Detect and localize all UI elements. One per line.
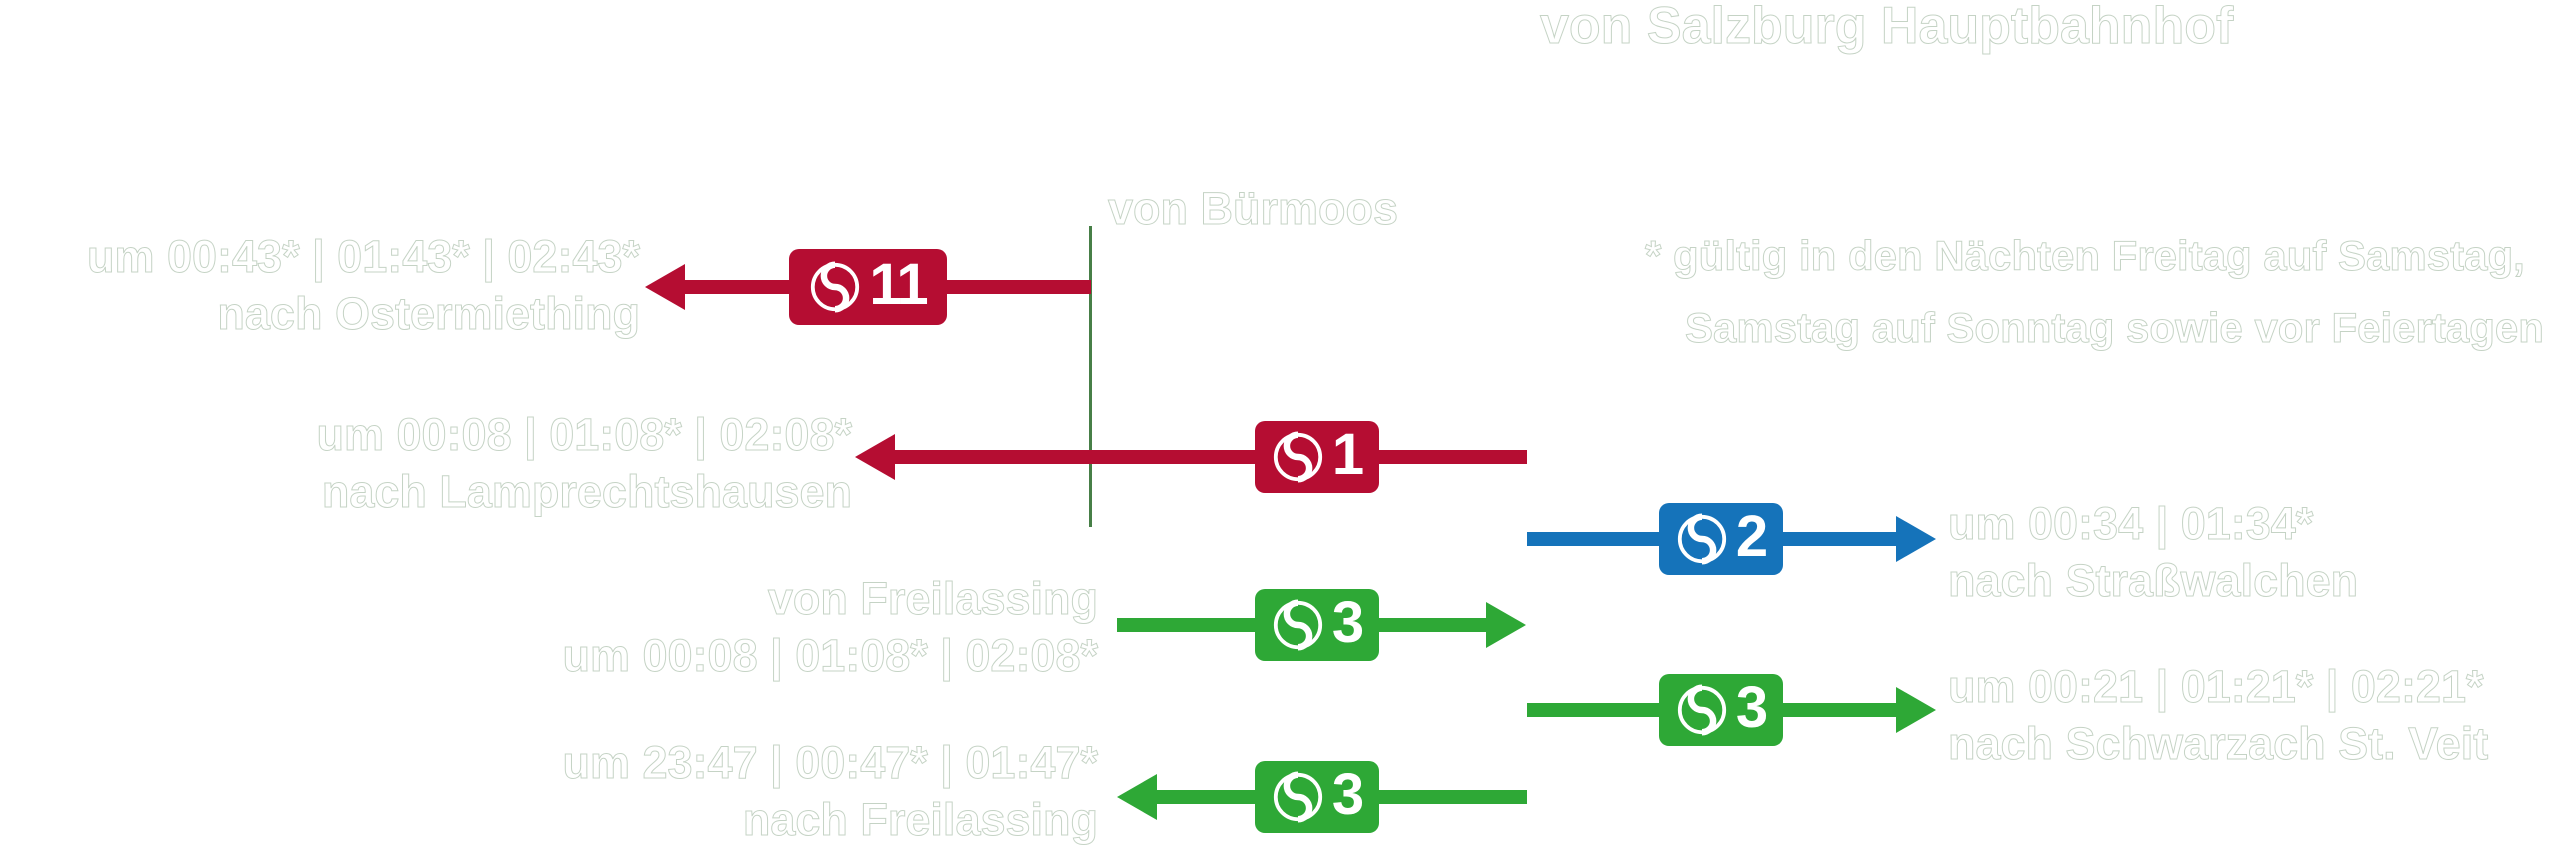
s3-from-freilassing-arrow-head (1486, 602, 1526, 648)
s11-destination: nach Ostermiething (217, 288, 641, 340)
s1-label: um 00:08 | 01:08* | 02:08* nach Lamprech… (316, 406, 852, 520)
s3-from-freilassing-badge: 3 (1255, 589, 1379, 661)
s11-badge-number: 11 (869, 252, 928, 317)
s1-badge-number: 1 (1331, 422, 1364, 487)
s3-schwarzach-arrow-head (1896, 687, 1936, 733)
sbahn-logo-icon (1677, 513, 1726, 565)
s1-badge: 1 (1255, 421, 1379, 493)
s2-badge-number: 2 (1735, 504, 1768, 569)
page-title: von Salzburg Hauptbahnhof (1539, 0, 2234, 55)
s3-schwarzach-badge-number: 3 (1735, 675, 1768, 740)
s3-schwarzach-badge: 3 (1659, 674, 1783, 746)
s2-times: um 00:34 | 01:34* (1947, 498, 2314, 550)
branch-line (1089, 226, 1092, 527)
s1-times: um 00:08 | 01:08* | 02:08* (316, 409, 852, 461)
s1-arrow-head (855, 434, 895, 480)
validity-note-line2: Samstag auf Sonntag sowie vor Feiertagen (1685, 304, 2545, 352)
s3-freilassing-label: um 23:47 | 00:47* | 01:47* nach Freilass… (562, 734, 1098, 848)
branch-label-von-buermoos: von Bürmoos (1107, 183, 1399, 235)
s3-from-freilassing-label: von Freilassing um 00:08 | 01:08* | 02:0… (562, 570, 1098, 684)
s2-arrow-head (1896, 516, 1936, 562)
validity-note-line1: * gültig in den Nächten Freitag auf Sams… (1645, 232, 2526, 280)
sbahn-logo-icon (1273, 771, 1322, 823)
s3-freilassing-badge-number: 3 (1331, 762, 1364, 827)
s2-badge: 2 (1659, 503, 1783, 575)
s11-label: um 00:43* | 01:43* | 02:43* nach Ostermi… (86, 228, 641, 342)
s3-schwarzach-label: um 00:21 | 01:21* | 02:21* nach Schwarza… (1947, 658, 2489, 772)
sbahn-logo-icon (1273, 599, 1322, 651)
s3-freilassing-destination: nach Freilassing (742, 794, 1098, 846)
s1-arrow-line (893, 450, 1527, 464)
s3-freilassing-badge: 3 (1255, 761, 1379, 833)
s3-from-freilassing-badge-number: 3 (1331, 590, 1364, 655)
sbahn-logo-icon (811, 261, 860, 313)
s3-schwarzach-times: um 00:21 | 01:21* | 02:21* (1947, 661, 2484, 713)
s2-destination: nach Straßwalchen (1947, 555, 2359, 607)
s11-arrow-head (645, 264, 685, 310)
sbahn-logo-icon (1273, 431, 1322, 483)
s3-from-freilassing-origin: von Freilassing (767, 573, 1098, 625)
s3-schwarzach-destination: nach Schwarzach St. Veit (1947, 718, 2489, 770)
s2-label: um 00:34 | 01:34* nach Straßwalchen (1947, 495, 2359, 609)
s3-from-freilassing-times: um 00:08 | 01:08* | 02:08* (562, 630, 1098, 682)
s3-freilassing-arrow-head (1117, 774, 1157, 820)
s11-badge: 11 (789, 249, 947, 325)
s3-freilassing-times: um 23:47 | 00:47* | 01:47* (562, 737, 1098, 789)
sbahn-logo-icon (1677, 684, 1726, 736)
s1-destination: nach Lamprechtshausen (321, 466, 852, 518)
s11-times: um 00:43* | 01:43* | 02:43* (86, 231, 640, 283)
